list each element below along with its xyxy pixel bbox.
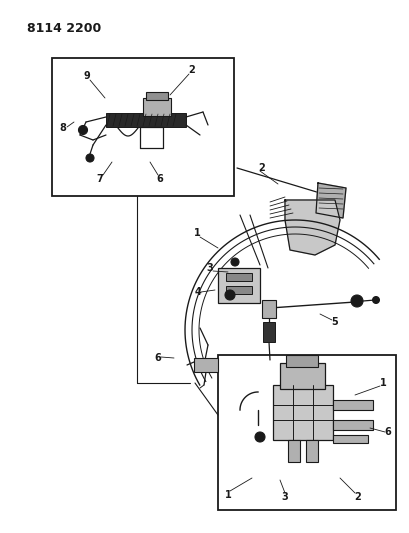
Text: 6: 6: [154, 353, 161, 363]
Bar: [225, 286, 252, 294]
Bar: [218, 268, 259, 303]
Bar: [332, 400, 372, 410]
Bar: [332, 435, 367, 443]
Text: 6: 6: [156, 174, 163, 184]
Bar: [193, 358, 218, 372]
Bar: [305, 440, 317, 462]
Circle shape: [372, 296, 379, 303]
Circle shape: [86, 154, 94, 162]
Text: 5: 5: [331, 317, 337, 327]
Text: 4: 4: [194, 287, 201, 297]
Polygon shape: [315, 183, 345, 218]
Circle shape: [254, 432, 264, 442]
Text: 9: 9: [83, 71, 90, 81]
Circle shape: [225, 290, 234, 300]
Circle shape: [257, 434, 262, 440]
Circle shape: [350, 295, 362, 307]
Circle shape: [88, 156, 92, 160]
Bar: [285, 355, 317, 367]
Bar: [143, 98, 171, 116]
Text: 2: 2: [354, 492, 360, 502]
Circle shape: [80, 127, 85, 133]
Text: 1: 1: [379, 378, 385, 388]
Bar: [287, 440, 299, 462]
Bar: [146, 92, 168, 100]
Circle shape: [232, 260, 236, 264]
Text: 1: 1: [193, 228, 200, 238]
Bar: [332, 420, 372, 430]
Circle shape: [230, 258, 238, 266]
Text: 2: 2: [188, 65, 195, 75]
Polygon shape: [284, 200, 339, 255]
Bar: [225, 273, 252, 281]
Text: 8114 2200: 8114 2200: [27, 22, 101, 35]
Circle shape: [78, 125, 87, 134]
Text: 2: 2: [258, 163, 265, 173]
Bar: [261, 300, 275, 318]
Text: 1: 1: [224, 490, 231, 500]
Bar: [52, 58, 234, 196]
Text: 6: 6: [384, 427, 391, 437]
Text: 3: 3: [281, 492, 288, 502]
Text: 3: 3: [206, 263, 213, 273]
Bar: [279, 363, 324, 389]
Bar: [262, 322, 274, 342]
Bar: [218, 355, 395, 510]
Bar: [106, 113, 186, 127]
Text: 8: 8: [59, 123, 66, 133]
Text: 7: 7: [97, 174, 103, 184]
Bar: [272, 385, 332, 440]
